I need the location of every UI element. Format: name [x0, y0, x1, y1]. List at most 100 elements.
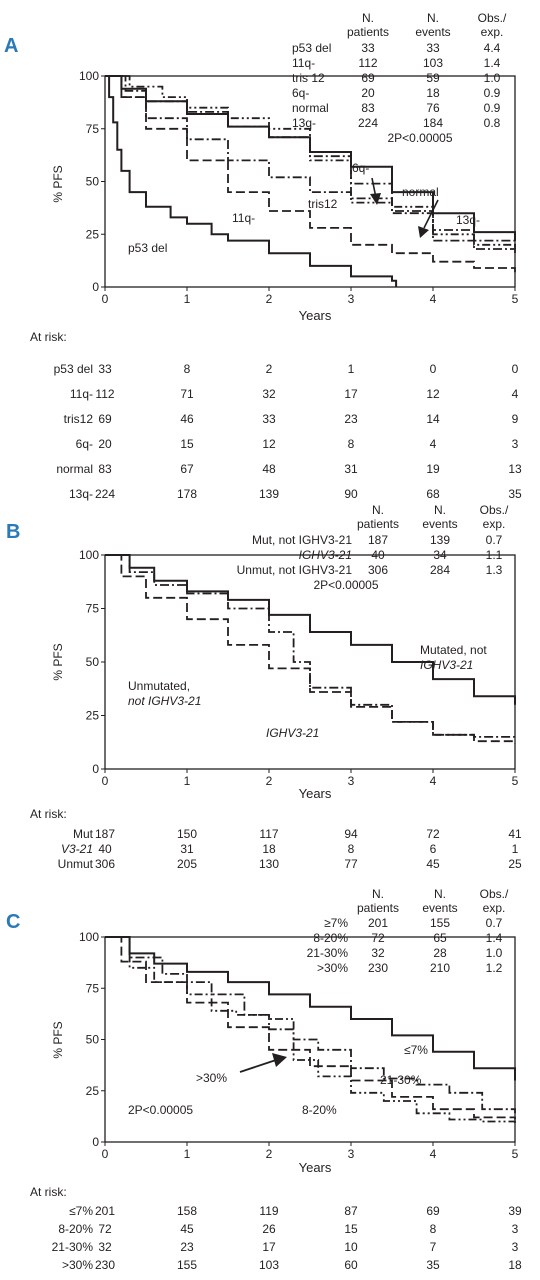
at-risk-cell: 12 — [262, 437, 276, 451]
table-cell: 155 — [430, 916, 450, 930]
series-line-p53-del — [105, 75, 398, 287]
stats-table: p53 del 33 33 4.4 11q- 112 103 1.4 tris … — [292, 41, 501, 145]
at-risk-cell: 23 — [180, 1240, 194, 1254]
x-tick-label: 0 — [102, 292, 109, 306]
table-cell: 32 — [371, 946, 385, 960]
at-risk-cell: 69 — [98, 412, 112, 426]
table-row-label: Unmut, not IGHV3-21 — [237, 563, 353, 577]
curve-label-p53: p53 del — [128, 241, 167, 255]
x-tick-label: 2 — [266, 292, 273, 306]
table-cell: 0.7 — [486, 533, 503, 547]
at-risk-cell: 155 — [177, 1258, 197, 1272]
x-axis-label: Years — [299, 308, 332, 323]
curve-label-ighv3-21: IGHV3-21 — [266, 726, 319, 740]
at-risk-cell: 10 — [344, 1240, 358, 1254]
x-tick-label: 4 — [430, 1147, 437, 1161]
table-row-label: >30% — [317, 961, 348, 975]
panel-a: A % PFS Years N. patients N. events Obs.… — [4, 11, 522, 501]
table-row-label: Mut, not IGHV3-21 — [252, 533, 352, 547]
stats-table: Mut, not IGHV3-21 187 139 0.7 IGHV3-21 4… — [237, 533, 503, 592]
x-axis-label: Years — [299, 1160, 332, 1175]
at-risk-cell: 3 — [512, 1222, 519, 1236]
curve-label-11q: 11q- — [232, 211, 255, 225]
x-tick-label: 1 — [184, 1147, 191, 1161]
curve-label-unmutated-1: Unmutated, — [128, 679, 190, 693]
series-line-tris12 — [105, 75, 516, 249]
table-header-events-1: N. — [434, 887, 446, 901]
at-risk-cell: 306 — [95, 857, 115, 871]
at-risk-cell: 230 — [95, 1258, 115, 1272]
at-risk-row-label: 8-20% — [58, 1222, 93, 1236]
at-risk-row-label: >30% — [62, 1258, 93, 1272]
at-risk-cell: 46 — [180, 412, 194, 426]
at-risk-cell: 69 — [426, 1204, 440, 1218]
at-risk-cell: 33 — [262, 412, 276, 426]
at-risk-cell: 45 — [180, 1222, 194, 1236]
at-risk-cell: 19 — [426, 462, 440, 476]
at-risk-row-label: 13q- — [69, 487, 93, 501]
y-tick-label: 50 — [86, 655, 100, 669]
table-header-patients-1: N. — [372, 887, 384, 901]
at-risk-cell: 94 — [344, 827, 358, 841]
at-risk-cell: 6 — [430, 842, 437, 856]
at-risk-cell: 8 — [348, 842, 355, 856]
table-cell: 184 — [423, 116, 443, 130]
at-risk-cell: 0 — [430, 362, 437, 376]
y-tick-label: 100 — [79, 930, 99, 944]
at-risk-cell: 25 — [508, 857, 522, 871]
curve-label-8-20: 8-20% — [302, 1103, 337, 1117]
at-risk-cell: 48 — [262, 462, 276, 476]
table-header-events-2: events — [422, 901, 457, 915]
y-tick-label: 50 — [86, 175, 100, 189]
series-line-13q- — [105, 75, 516, 241]
table-row-label: tris 12 — [292, 71, 325, 85]
table-cell: 69 — [361, 71, 375, 85]
at-risk-cell: 31 — [180, 842, 194, 856]
y-tick-label: 25 — [86, 1084, 100, 1098]
series-line--30- — [105, 936, 516, 1120]
series-line-11q- — [105, 75, 516, 273]
curve-label-13q: 13q- — [456, 213, 480, 227]
at-risk-row-label: 6q- — [76, 437, 93, 451]
at-risk-row-label: tris12 — [64, 412, 94, 426]
at-risk-cell: 72 — [98, 1222, 112, 1236]
at-risk-row-label: 21-30% — [52, 1240, 94, 1254]
at-risk-cell: 26 — [262, 1222, 276, 1236]
x-tick-label: 0 — [102, 774, 109, 788]
table-row-label: p53 del — [292, 41, 331, 55]
at-risk-cell: 187 — [95, 827, 115, 841]
at-risk-cell: 4 — [430, 437, 437, 451]
series-line--7- — [105, 936, 516, 1081]
at-risk-cell: 33 — [98, 362, 112, 376]
at-risk-row-label: ≤7% — [69, 1204, 93, 1218]
table-cell: 65 — [433, 931, 447, 945]
panel-c: C % PFS Years N. patients N. events Obs.… — [6, 887, 522, 1272]
y-tick-label: 100 — [79, 69, 99, 83]
at-risk-cell: 39 — [508, 1204, 522, 1218]
y-tick-label: 25 — [86, 227, 100, 241]
at-risk-cell: 1 — [348, 362, 355, 376]
at-risk-cell: 67 — [180, 462, 194, 476]
at-risk-cell: 8 — [348, 437, 355, 451]
x-tick-label: 5 — [512, 1147, 519, 1161]
at-risk-cell: 224 — [95, 487, 115, 501]
y-tick-label: 50 — [86, 1033, 100, 1047]
at-risk-cell: 9 — [512, 412, 519, 426]
x-tick-label: 5 — [512, 774, 519, 788]
table-cell: 112 — [358, 56, 377, 70]
at-risk-cell: 20 — [98, 437, 112, 451]
table-header-events-1: N. — [427, 11, 439, 25]
table-row-label: 21-30% — [307, 946, 349, 960]
at-risk-cell: 35 — [508, 487, 522, 501]
at-risk-cell: 117 — [259, 827, 278, 841]
at-risk-cell: 119 — [259, 1204, 278, 1218]
at-risk-row-label: V3-21 — [61, 842, 93, 856]
table-cell: 103 — [423, 56, 443, 70]
at-risk-cell: 23 — [344, 412, 358, 426]
table-row-label: 11q- — [292, 56, 315, 70]
at-risk-cell: 4 — [512, 387, 519, 401]
table-header-ratio-1: Obs./ — [480, 887, 509, 901]
table-cell: 33 — [426, 41, 440, 55]
